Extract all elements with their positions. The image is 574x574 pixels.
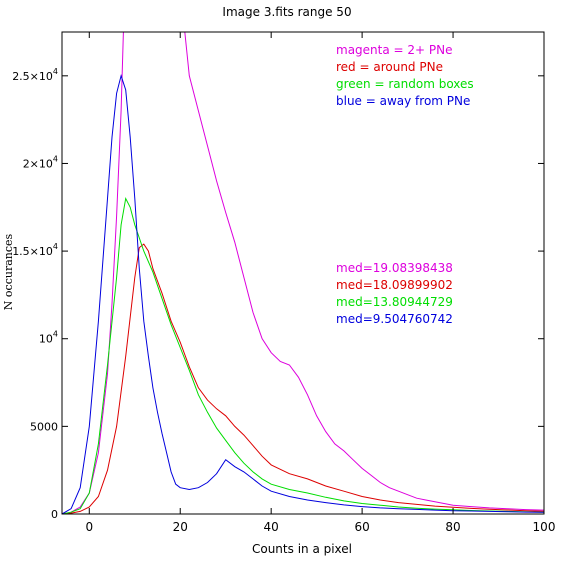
legend-entry: magenta = 2+ PNe bbox=[336, 43, 453, 57]
median-label: med=18.09899902 bbox=[336, 278, 453, 292]
x-tick-label: 60 bbox=[354, 520, 369, 534]
plot-frame bbox=[61, 31, 545, 515]
y-tick-label: 104 bbox=[39, 330, 58, 346]
chart-title: Image 3.fits range 50 bbox=[222, 5, 351, 19]
x-tick-label: 80 bbox=[445, 520, 460, 534]
y-tick-label: 5000 bbox=[30, 420, 58, 433]
y-tick-exponent: 4 bbox=[53, 242, 58, 251]
y-tick-label: 2×104 bbox=[23, 154, 58, 170]
y-axis-label: N occurances bbox=[2, 233, 15, 310]
y-tick-exponent: 4 bbox=[53, 154, 58, 163]
legend-entry: blue = away from PNe bbox=[336, 94, 470, 108]
x-tick-label: 0 bbox=[85, 520, 93, 534]
median-label: med=19.08398438 bbox=[336, 261, 453, 275]
series-line-0 bbox=[62, 32, 544, 514]
y-tick-mantissa: 2×10 bbox=[23, 157, 53, 170]
y-tick-mantissa: 10 bbox=[39, 333, 53, 346]
x-tick-label: 100 bbox=[533, 520, 556, 534]
y-tick-label: 1.5×104 bbox=[12, 242, 58, 258]
y-tick-exponent: 4 bbox=[53, 330, 58, 339]
x-tick-label: 40 bbox=[264, 520, 279, 534]
median-label: med=13.80944729 bbox=[336, 295, 453, 309]
series-layer bbox=[62, 32, 544, 514]
median-label: med=9.504760742 bbox=[336, 312, 453, 326]
series-line-2 bbox=[62, 196, 544, 514]
y-tick-label: 2.5×104 bbox=[12, 67, 58, 83]
series-line-1 bbox=[62, 243, 544, 514]
series-line-3 bbox=[62, 74, 544, 514]
x-tick-label: 20 bbox=[173, 520, 188, 534]
x-axis-label: Counts in a pixel bbox=[252, 542, 352, 556]
y-tick-mantissa: 1.5×10 bbox=[12, 245, 53, 258]
legend-entry: red = around PNe bbox=[336, 60, 443, 74]
y-tick-mantissa: 2.5×10 bbox=[12, 70, 53, 83]
median-annotations: med=19.08398438 med=18.09899902 med=13.809… bbox=[336, 261, 453, 326]
y-tick-exponent: 4 bbox=[53, 67, 58, 76]
y-tick-label: 0 bbox=[51, 508, 58, 521]
legend-entry: green = random boxes bbox=[336, 77, 474, 91]
legend: magenta = 2+ PNe red = around PNe green = … bbox=[336, 43, 474, 108]
